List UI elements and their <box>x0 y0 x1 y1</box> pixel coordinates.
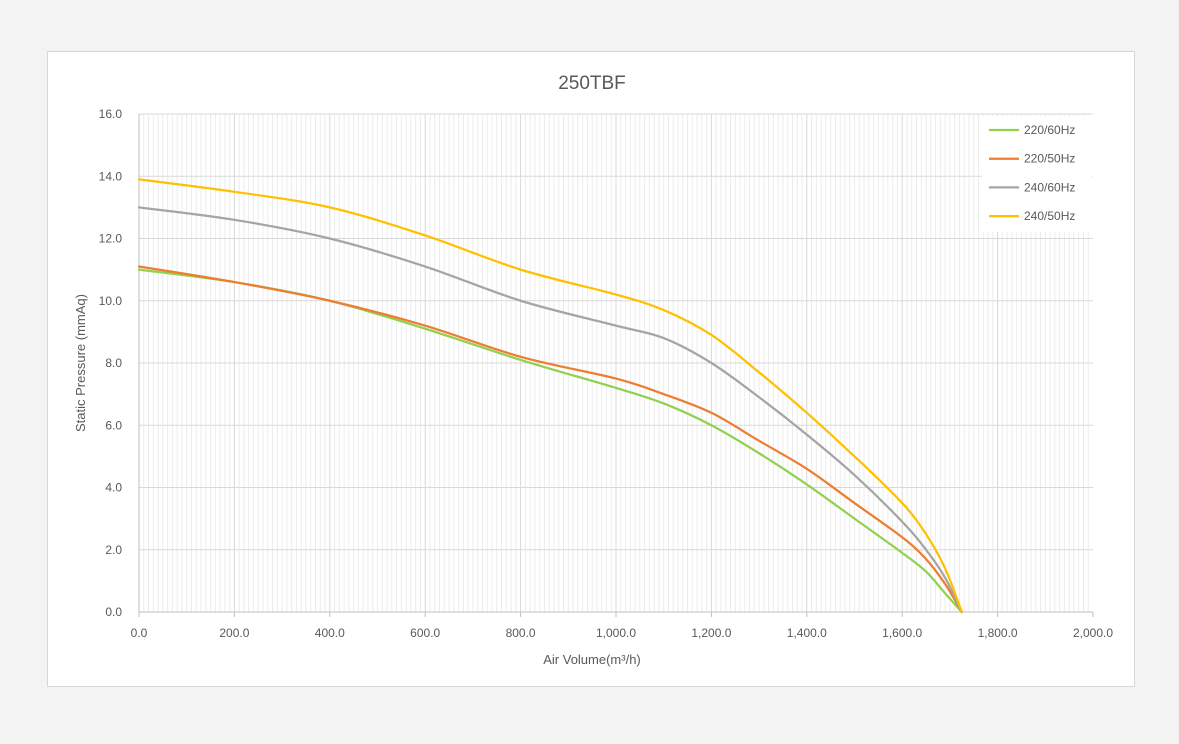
chart-title: 250TBF <box>558 73 626 94</box>
y-axis-title: Static Pressure (mmAq) <box>73 294 88 432</box>
series-line-3 <box>137 206 963 614</box>
y-tick-label: 0.0 <box>105 605 122 619</box>
x-axis-title: Air Volume(m³/h) <box>543 652 641 667</box>
series-line-2 <box>137 265 963 614</box>
series-lines <box>137 178 963 614</box>
y-tick-label: 8.0 <box>105 356 122 370</box>
line-chart: 250TBF 0.0 200.0 400.0 600.0 800.0 1,000.0 1,2… <box>73 73 1114 667</box>
x-tick-label: 1,400.0 <box>787 626 827 640</box>
legend-label: 240/50Hz <box>1024 209 1075 223</box>
legend-box <box>982 116 1092 232</box>
y-tick-label: 10.0 <box>99 294 123 308</box>
x-tick-label: 2,000.0 <box>1073 626 1113 640</box>
y-tick-label: 12.0 <box>99 232 123 246</box>
x-tick-label: 600.0 <box>410 626 440 640</box>
legend-label: 220/50Hz <box>1024 152 1075 166</box>
legend: 220/60Hz 220/50Hz 240/60Hz 240/50Hz <box>982 116 1092 232</box>
series-line-4 <box>137 178 963 614</box>
x-tick-label: 200.0 <box>219 626 249 640</box>
legend-label: 240/60Hz <box>1024 180 1075 194</box>
x-tick-label: 800.0 <box>506 626 536 640</box>
x-tick-label: 400.0 <box>315 626 345 640</box>
y-tick-label: 4.0 <box>105 481 122 495</box>
y-tick-label: 14.0 <box>99 169 123 183</box>
gridlines <box>139 113 1093 612</box>
y-tick-label: 6.0 <box>105 418 122 432</box>
x-tick-labels: 0.0 200.0 400.0 600.0 800.0 1,000.0 1,200.0 1,4… <box>131 626 1114 640</box>
x-tick-label: 1,200.0 <box>691 626 731 640</box>
x-tick-label: 1,800.0 <box>978 626 1018 640</box>
legend-label: 220/60Hz <box>1024 123 1075 137</box>
x-tick-label: 0.0 <box>131 626 148 640</box>
x-tick-label: 1,000.0 <box>596 626 636 640</box>
chart-area: 250TBF 0.0 200.0 400.0 600.0 800.0 1,000.0 1,2… <box>47 51 1135 687</box>
y-tick-label: 2.0 <box>105 543 122 557</box>
x-tick-label: 1,600.0 <box>882 626 922 640</box>
y-tick-label: 16.0 <box>99 107 123 121</box>
y-tick-labels: 0.0 2.0 4.0 6.0 8.0 10.0 12.0 14.0 16.0 <box>99 107 123 619</box>
axes <box>138 114 1094 617</box>
